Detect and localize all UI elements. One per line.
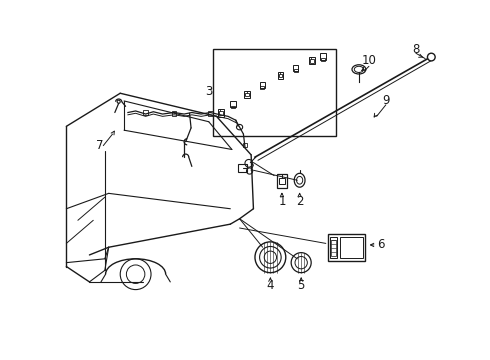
Text: 10: 10: [362, 54, 376, 67]
Bar: [230, 101, 236, 107]
Text: 2: 2: [296, 194, 303, 208]
Bar: [331, 239, 336, 256]
Bar: [218, 109, 224, 117]
Bar: [340, 237, 363, 258]
Bar: [245, 93, 249, 96]
Text: 9: 9: [382, 94, 390, 107]
Bar: [320, 53, 326, 59]
Bar: [294, 69, 298, 72]
Bar: [279, 74, 282, 77]
Bar: [238, 164, 247, 172]
Bar: [219, 111, 223, 115]
Bar: [276, 174, 287, 188]
Bar: [143, 110, 148, 115]
Bar: [213, 49, 336, 136]
Bar: [243, 143, 247, 147]
Bar: [309, 57, 315, 64]
Bar: [172, 111, 176, 116]
Bar: [294, 65, 298, 71]
Bar: [279, 178, 285, 184]
Bar: [208, 111, 213, 116]
Bar: [260, 86, 264, 89]
Bar: [260, 82, 265, 88]
Bar: [310, 59, 314, 63]
Text: 3: 3: [205, 85, 212, 98]
Bar: [231, 105, 235, 108]
Bar: [330, 237, 337, 258]
Circle shape: [427, 53, 435, 61]
Bar: [278, 72, 283, 79]
Ellipse shape: [352, 65, 366, 74]
Text: 7: 7: [96, 139, 103, 152]
Bar: [244, 91, 250, 98]
Text: 8: 8: [412, 43, 419, 56]
Text: 1: 1: [278, 194, 286, 208]
Text: 4: 4: [267, 279, 274, 292]
Bar: [328, 234, 365, 261]
Bar: [321, 58, 325, 61]
Text: 5: 5: [297, 279, 305, 292]
Text: 6: 6: [377, 238, 384, 251]
